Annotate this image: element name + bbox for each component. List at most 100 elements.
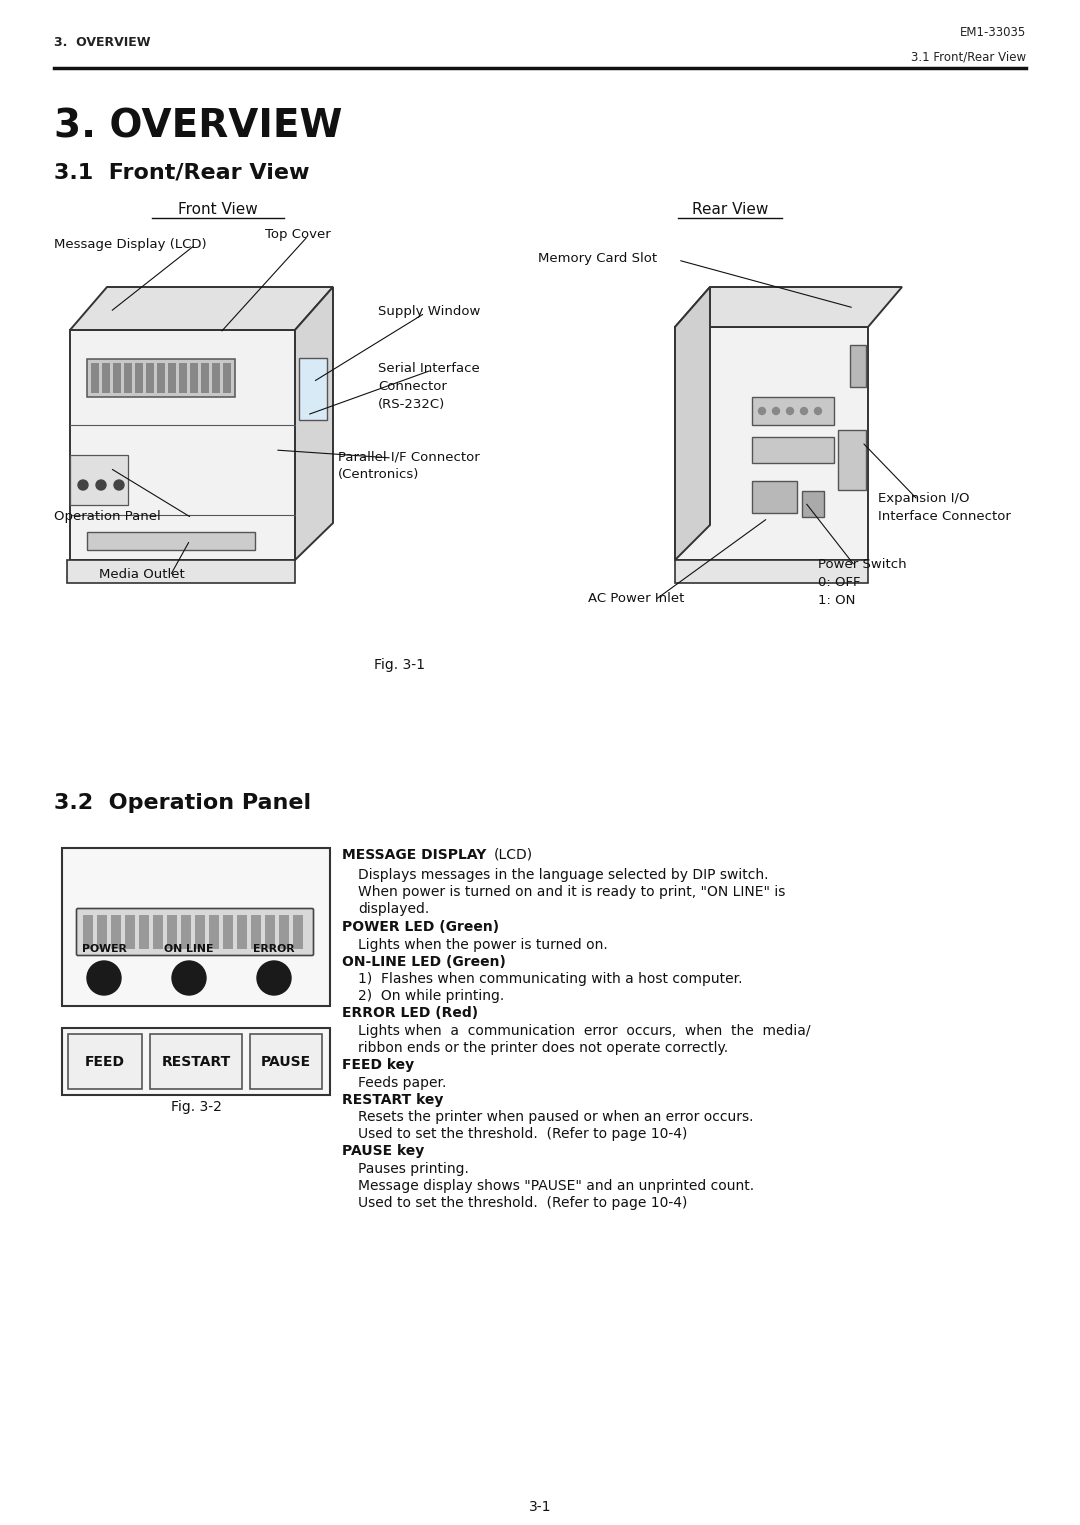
Text: 3.  OVERVIEW: 3. OVERVIEW — [54, 37, 150, 49]
Text: 3. OVERVIEW: 3. OVERVIEW — [54, 108, 342, 146]
Text: ON LINE: ON LINE — [164, 944, 214, 955]
Bar — [838, 430, 866, 490]
Text: 3-1: 3-1 — [529, 1501, 551, 1514]
Polygon shape — [70, 287, 333, 329]
Bar — [201, 363, 210, 393]
Text: Used to set the threshold.  (Refer to page 10-4): Used to set the threshold. (Refer to pag… — [357, 1196, 687, 1209]
Bar — [181, 915, 191, 949]
Text: Lights when the power is turned on.: Lights when the power is turned on. — [357, 938, 608, 952]
Bar — [293, 915, 303, 949]
Polygon shape — [70, 329, 295, 560]
Bar — [190, 363, 198, 393]
Bar — [752, 396, 834, 425]
Text: Message display shows "PAUSE" and an unprinted count.: Message display shows "PAUSE" and an unp… — [357, 1179, 754, 1193]
Bar — [299, 358, 327, 419]
Text: 3.2  Operation Panel: 3.2 Operation Panel — [54, 793, 311, 813]
Text: Media Outlet: Media Outlet — [99, 567, 185, 581]
Bar — [62, 848, 330, 1006]
Text: Lights when  a  communication  error  occurs,  when  the  media/: Lights when a communication error occurs… — [357, 1023, 810, 1039]
Text: When power is turned on and it is ready to print, "ON LINE" is: When power is turned on and it is ready … — [357, 884, 785, 900]
Text: Displays messages in the language selected by DIP switch.: Displays messages in the language select… — [357, 868, 769, 881]
Circle shape — [78, 480, 87, 490]
Bar — [68, 1034, 141, 1089]
Text: 3.1 Front/Rear View: 3.1 Front/Rear View — [910, 50, 1026, 63]
Circle shape — [172, 961, 206, 994]
Bar — [97, 915, 107, 949]
Bar — [150, 1034, 242, 1089]
Text: Supply Window: Supply Window — [378, 305, 481, 319]
Circle shape — [758, 407, 766, 415]
Text: displayed.: displayed. — [357, 901, 429, 917]
Bar — [139, 915, 149, 949]
Bar — [146, 363, 154, 393]
Polygon shape — [675, 560, 868, 583]
Text: Used to set the threshold.  (Refer to page 10-4): Used to set the threshold. (Refer to pag… — [357, 1127, 687, 1141]
Text: Expansion I/O
Interface Connector: Expansion I/O Interface Connector — [878, 493, 1011, 523]
Bar — [222, 915, 233, 949]
Text: Parallel I/F Connector
(Centronics): Parallel I/F Connector (Centronics) — [338, 450, 480, 480]
Text: 3.1  Front/Rear View: 3.1 Front/Rear View — [54, 162, 310, 181]
Text: POWER LED (Green): POWER LED (Green) — [342, 920, 499, 933]
Text: ON-LINE LED (Green): ON-LINE LED (Green) — [342, 955, 505, 968]
Text: PAUSE key: PAUSE key — [342, 1144, 424, 1157]
Bar — [210, 915, 219, 949]
Bar — [91, 363, 99, 393]
Bar — [124, 363, 132, 393]
Circle shape — [800, 407, 808, 415]
Bar — [752, 480, 797, 512]
Text: RESTART key: RESTART key — [342, 1093, 444, 1107]
Polygon shape — [675, 326, 868, 560]
Bar — [111, 915, 121, 949]
Text: Top Cover: Top Cover — [265, 229, 330, 241]
Text: Fig. 3-1: Fig. 3-1 — [375, 657, 426, 673]
Bar — [125, 915, 135, 949]
Circle shape — [772, 407, 780, 415]
Text: Feeds paper.: Feeds paper. — [357, 1077, 446, 1090]
Circle shape — [814, 407, 822, 415]
Circle shape — [786, 407, 794, 415]
Text: Fig. 3-2: Fig. 3-2 — [171, 1100, 221, 1113]
Bar — [70, 454, 129, 505]
Circle shape — [114, 480, 124, 490]
Bar — [249, 1034, 322, 1089]
Bar — [752, 438, 834, 464]
Bar — [237, 915, 247, 949]
Text: FEED key: FEED key — [342, 1058, 414, 1072]
Bar — [102, 363, 110, 393]
Bar — [195, 915, 205, 949]
Bar — [179, 363, 187, 393]
FancyBboxPatch shape — [77, 909, 313, 956]
Text: Memory Card Slot: Memory Card Slot — [538, 252, 657, 265]
Text: Message Display (LCD): Message Display (LCD) — [54, 238, 206, 252]
Polygon shape — [675, 287, 902, 326]
Polygon shape — [67, 560, 295, 583]
Text: Operation Panel: Operation Panel — [54, 509, 161, 523]
Text: 2)  On while printing.: 2) On while printing. — [357, 990, 504, 1003]
Text: Pauses printing.: Pauses printing. — [357, 1162, 469, 1176]
Bar — [212, 363, 220, 393]
Polygon shape — [675, 287, 710, 560]
Text: 1)  Flashes when communicating with a host computer.: 1) Flashes when communicating with a hos… — [357, 971, 743, 987]
Text: ERROR: ERROR — [253, 944, 295, 955]
Bar — [113, 363, 121, 393]
Bar — [168, 363, 176, 393]
Text: AC Power Inlet: AC Power Inlet — [588, 592, 685, 605]
Text: Rear View: Rear View — [692, 201, 768, 217]
Circle shape — [257, 961, 291, 994]
Text: Serial Interface
Connector
(RS-232C): Serial Interface Connector (RS-232C) — [378, 361, 480, 412]
Text: POWER: POWER — [82, 944, 126, 955]
Bar — [222, 363, 231, 393]
Text: Front View: Front View — [178, 201, 258, 217]
Bar — [157, 363, 165, 393]
Bar — [279, 915, 289, 949]
Bar — [87, 358, 235, 397]
Text: Power Switch
0: OFF
1: ON: Power Switch 0: OFF 1: ON — [818, 558, 906, 607]
Bar — [135, 363, 143, 393]
Text: MESSAGE DISPLAY: MESSAGE DISPLAY — [342, 848, 486, 862]
Text: ribbon ends or the printer does not operate correctly.: ribbon ends or the printer does not oper… — [357, 1042, 728, 1055]
Text: (LCD): (LCD) — [494, 848, 534, 862]
Text: RESTART: RESTART — [161, 1054, 231, 1069]
Bar — [83, 915, 93, 949]
Text: Resets the printer when paused or when an error occurs.: Resets the printer when paused or when a… — [357, 1110, 754, 1124]
Bar — [167, 915, 177, 949]
